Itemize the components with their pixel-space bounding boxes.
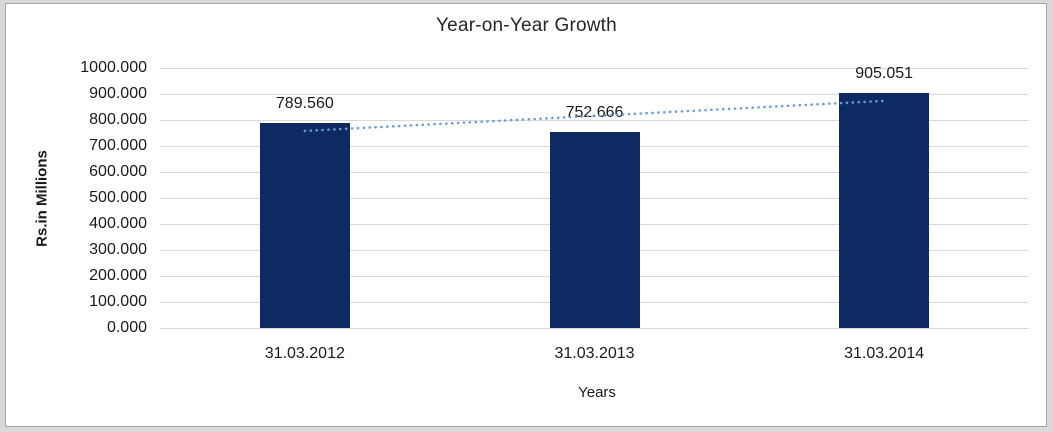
- chart-title: Year-on-Year Growth: [436, 15, 617, 36]
- bar-value-label: 752.666: [565, 104, 624, 122]
- x-category-label: 31.03.2013: [554, 345, 635, 362]
- y-tick-label: 800.000: [89, 111, 147, 128]
- y-tick-label: 100.000: [89, 293, 147, 310]
- y-tick-label: 1000.000: [80, 59, 147, 76]
- gridline: [160, 327, 1029, 329]
- bar-value-label: 905.051: [855, 64, 914, 82]
- x-axis-title: Years: [578, 384, 616, 401]
- bar-31.03.2012: [259, 122, 350, 328]
- y-tick-label: 500.000: [89, 189, 147, 206]
- y-tick-label: 200.000: [89, 267, 147, 284]
- x-category-label: 31.03.2012: [264, 345, 345, 362]
- bar-value-label: 789.560: [275, 94, 334, 112]
- y-tick-label: 300.000: [89, 241, 147, 258]
- x-category-label: 31.03.2014: [844, 345, 925, 362]
- y-tick-label: 0.000: [106, 319, 147, 336]
- y-tick-label: 400.000: [89, 215, 147, 232]
- y-tick-label: 700.000: [89, 137, 147, 154]
- y-tick-label: 900.000: [89, 85, 147, 102]
- bar-31.03.2013: [549, 132, 640, 328]
- bar-31.03.2014: [839, 92, 930, 328]
- y-tick-label: 600.000: [89, 163, 147, 180]
- gridline: [160, 93, 1029, 95]
- gridline: [160, 67, 1029, 69]
